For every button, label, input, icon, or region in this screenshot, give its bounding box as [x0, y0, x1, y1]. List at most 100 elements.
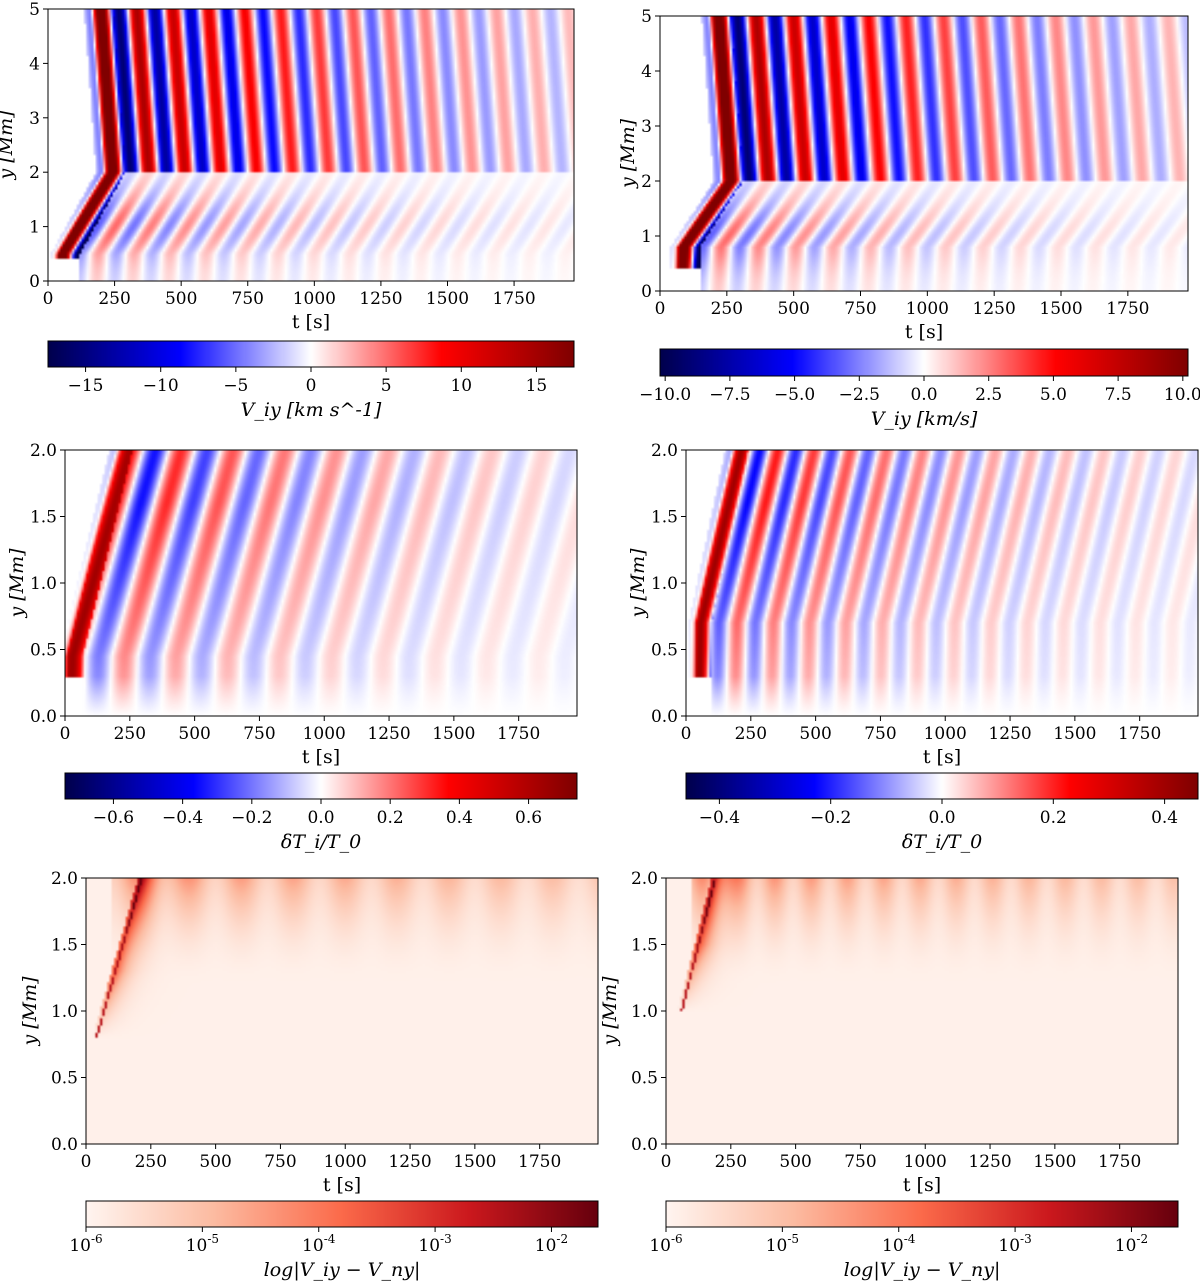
y-tick-label: 0.0 — [30, 707, 57, 727]
x-tick-label: 0 — [43, 289, 54, 309]
colorbar-tick-label: 10-5 — [766, 1232, 799, 1256]
y-axis-label: y [Mm] — [617, 118, 639, 189]
colorbar-tick-label: 10-6 — [649, 1232, 682, 1256]
colorbar-tick-label: 15 — [526, 376, 548, 396]
x-tick-label: 1250 — [968, 1152, 1011, 1172]
colorbar-tick-label: −0.2 — [810, 808, 851, 828]
x-tick-label: 1750 — [518, 1152, 561, 1172]
y-tick-label: 2 — [29, 163, 40, 183]
x-axis-label: t [s] — [302, 746, 340, 768]
colorbar-tick-label: 0 — [306, 376, 317, 396]
y-tick-label: 1.5 — [651, 508, 678, 528]
x-tick-label: 500 — [799, 724, 831, 744]
x-tick-label: 1250 — [359, 289, 402, 309]
x-tick-label: 1750 — [1098, 1152, 1141, 1172]
y-tick-label: 0.0 — [51, 1135, 78, 1155]
x-axis-label: t [s] — [292, 311, 330, 333]
x-tick-label: 1750 — [1118, 724, 1161, 744]
panel-top-left: 0 250 500 750 1000 1250 1500 1750 0 1 2 3 4 5 t [s] y [… — [0, 0, 575, 421]
colorbar-tick-label: 0.4 — [1151, 808, 1178, 828]
x-tick-label: 750 — [844, 299, 876, 319]
y-tick-label: 0.0 — [651, 707, 678, 727]
x-tick-label: 750 — [232, 289, 264, 309]
x-tick-label: 1000 — [924, 724, 967, 744]
y-axis-label: y [Mm] — [6, 548, 28, 619]
x-axis-label: t [s] — [903, 1174, 941, 1196]
x-tick-label: 1500 — [426, 289, 469, 309]
x-tick-label: 750 — [243, 724, 275, 744]
x-tick-label: 1500 — [1033, 1152, 1076, 1172]
x-tick-label: 1000 — [293, 289, 336, 309]
colorbar-tick-label: −0.6 — [93, 808, 134, 828]
colorbar-label: log|V_iy − V_ny| — [844, 1259, 1001, 1281]
x-tick-label: 0 — [661, 1152, 672, 1172]
colorbar — [48, 341, 574, 367]
x-tick-label: 750 — [264, 1152, 296, 1172]
y-tick-label: 5 — [29, 0, 40, 20]
heatmap-image — [666, 878, 1178, 1144]
x-tick-label: 1000 — [904, 1152, 947, 1172]
y-tick-label: 1.0 — [651, 574, 678, 594]
colorbar-tick-label: −10 — [143, 376, 179, 396]
colorbar-label: V_iy [km/s] — [871, 408, 978, 430]
y-tick-label: 3 — [29, 109, 40, 129]
y-axis-label: y [Mm] — [0, 110, 17, 181]
y-tick-label: 1.5 — [51, 936, 78, 956]
x-tick-label: 250 — [98, 289, 130, 309]
x-tick-label: 0 — [681, 724, 692, 744]
colorbar-tick-label: 10.0 — [1164, 385, 1200, 405]
colorbar-tick-label: −0.4 — [162, 808, 203, 828]
x-tick-label: 500 — [777, 299, 809, 319]
x-tick-label: 750 — [864, 724, 896, 744]
y-tick-label: 1.5 — [30, 508, 57, 528]
x-tick-label: 1000 — [906, 299, 949, 319]
y-tick-label: 2.0 — [651, 441, 678, 461]
y-axis-label: y [Mm] — [19, 976, 41, 1047]
colorbar-tick-label: 0.2 — [1040, 808, 1067, 828]
colorbar-tick-label: 0.0 — [910, 385, 937, 405]
heatmap-image — [86, 878, 598, 1144]
colorbar-tick-label: −0.4 — [699, 808, 740, 828]
x-tick-label: 1250 — [367, 724, 410, 744]
x-tick-label: 250 — [715, 1152, 747, 1172]
x-tick-label: 500 — [165, 289, 197, 309]
colorbar — [660, 349, 1188, 376]
x-tick-label: 1250 — [973, 299, 1016, 319]
colorbar-tick-label: 10-6 — [69, 1232, 102, 1256]
colorbar-tick-label: 10-3 — [418, 1232, 451, 1256]
x-tick-label: 250 — [735, 724, 767, 744]
colorbar-tick-label: 0.0 — [928, 808, 955, 828]
y-axis-label: y [Mm] — [599, 976, 621, 1047]
heatmap-image — [686, 450, 1198, 716]
colorbar-tick-label: 7.5 — [1105, 385, 1132, 405]
panel-bottom-left: 0 250 500 750 1000 1250 1500 1750 0.0 0.5 1.0 1.5 2.… — [19, 869, 599, 1281]
colorbar-label: δT_i/T_0 — [281, 831, 361, 853]
colorbar-tick-label: 0.4 — [446, 808, 473, 828]
y-tick-label: 4 — [641, 62, 652, 82]
plot-frame — [47, 8, 575, 282]
colorbar-tick-label: 0.6 — [515, 808, 542, 828]
colorbar-frame — [665, 1200, 1179, 1228]
colorbar — [65, 773, 577, 799]
x-axis-label: t [s] — [923, 746, 961, 768]
y-tick-label: 2.0 — [631, 869, 658, 889]
y-tick-label: 1 — [29, 218, 40, 238]
colorbar-tick-label: 0.2 — [377, 808, 404, 828]
x-tick-label: 1250 — [388, 1152, 431, 1172]
x-tick-label: 250 — [135, 1152, 167, 1172]
x-tick-label: 1000 — [303, 724, 346, 744]
x-tick-label: 0 — [655, 299, 666, 319]
x-tick-label: 0 — [60, 724, 71, 744]
colorbar-label: V_iy [km s^-1] — [241, 399, 382, 421]
y-tick-label: 0 — [641, 282, 652, 302]
y-tick-label: 1.5 — [631, 936, 658, 956]
y-tick-label: 0.5 — [651, 641, 678, 661]
x-tick-label: 1000 — [324, 1152, 367, 1172]
colorbar-tick-label: 10-2 — [1115, 1232, 1148, 1256]
colorbar-tick-label: 5.0 — [1040, 385, 1067, 405]
colorbar-tick-label: 10 — [450, 376, 472, 396]
colorbar-tick-label: −2.5 — [839, 385, 880, 405]
heatmap-image — [65, 450, 577, 716]
colorbar-tick-label: 10-2 — [535, 1232, 568, 1256]
